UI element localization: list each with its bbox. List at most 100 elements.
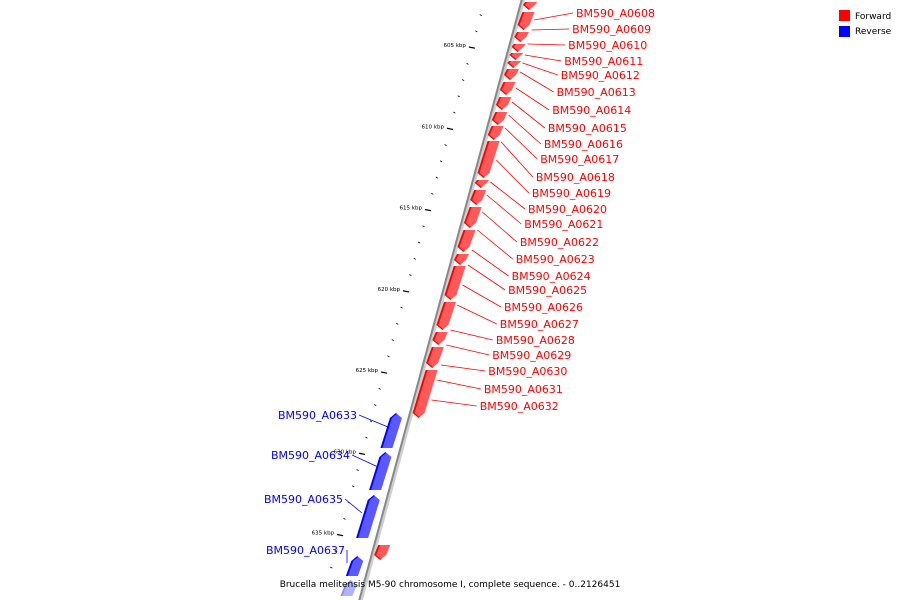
gene-label-reverse[interactable]: BM590_A0637 [266,544,345,557]
forward-gene-feature[interactable] [444,266,468,300]
forward-gene-feature[interactable] [509,53,526,60]
gene-label-forward[interactable]: BM590_A0615 [548,122,627,135]
minor-tick [365,436,368,439]
gene-label-forward[interactable]: BM590_A0618 [536,171,615,184]
forward-gene-feature[interactable] [499,82,518,95]
gene-label-reverse[interactable]: BM590_A0634 [271,449,350,462]
reverse-gene-feature[interactable] [356,495,382,538]
gene-label-forward[interactable]: BM590_A0623 [516,253,595,266]
reverse-gene-feature[interactable] [340,580,359,596]
gene-leader-line [446,344,490,356]
minor-tick [343,517,346,520]
gene-label-forward[interactable]: BM590_A0608 [576,7,655,20]
minor-tick [413,257,416,260]
forward-gene-feature[interactable] [495,97,514,110]
gene-label-forward[interactable]: BM590_A0622 [520,236,599,249]
map-caption: Brucella melitensis M5-90 chromosome I, … [280,580,621,590]
forward-gene-feature[interactable] [517,12,537,30]
minor-tick [466,62,469,65]
gene-arrow-body [463,207,482,228]
gene-leader-line [344,498,363,514]
forward-gene-feature[interactable] [426,347,446,368]
forward-gene-feature[interactable] [374,545,393,560]
major-tick [402,290,410,293]
gene-label-forward[interactable]: BM590_A0624 [512,270,591,283]
reverse-gene-feature[interactable] [369,452,394,490]
gene-arrow-body [412,370,438,418]
gene-arrow-shade [342,580,359,596]
gene-label-forward[interactable]: BM590_A0628 [496,334,575,347]
gene-label-forward[interactable]: BM590_A0619 [532,187,611,200]
forward-gene-feature[interactable] [511,44,528,52]
gene-arrow-shade [382,413,404,448]
forward-gene-feature[interactable] [436,302,458,330]
minor-tick [409,274,412,277]
gene-arrow-body [453,254,469,265]
minor-tick [431,192,434,195]
gene-label-forward[interactable]: BM590_A0627 [500,318,579,331]
gene-label-forward[interactable]: BM590_A0609 [572,23,651,36]
tick-label: 620 kbp [378,287,401,293]
tick-label: 625 kbp [356,368,379,374]
gene-label-forward[interactable]: BM590_A0621 [524,218,603,231]
gene-arrow-shade [513,44,528,52]
gene-arrow-body [369,452,392,490]
gene-leader-line [531,28,570,31]
gene-arrow-body [432,332,448,345]
forward-gene-feature[interactable] [507,61,524,68]
forward-gene-feature[interactable] [457,230,478,252]
gene-label-forward[interactable]: BM590_A0625 [508,284,587,297]
gene-label-forward[interactable]: BM590_A0611 [564,55,643,68]
forward-gene-feature[interactable] [474,180,491,188]
gene-label-reverse[interactable]: BM590_A0633 [278,409,357,422]
gene-arrow-shade [371,452,394,490]
gene-leader-line [436,379,481,390]
gene-label-forward[interactable]: BM590_A0610 [568,39,647,52]
gene-arrow-body [514,32,529,42]
reverse-gene-feature[interactable] [380,413,404,448]
gene-arrow-body [495,97,512,110]
gene-arrow-shade [524,2,540,10]
forward-gene-feature[interactable] [487,126,506,140]
gene-label-forward[interactable]: BM590_A0630 [488,365,567,378]
forward-gene-feature[interactable] [463,207,484,228]
gene-label-forward[interactable]: BM590_A0613 [557,86,636,99]
minor-tick [444,144,447,147]
gene-leader-line [524,54,562,62]
gene-label-forward[interactable]: BM590_A0626 [504,301,583,314]
forward-gene-feature[interactable] [477,141,502,178]
forward-gene-feature[interactable] [432,332,450,345]
gene-label-forward[interactable]: BM590_A0612 [561,69,640,82]
gene-arrow-body [504,69,519,80]
gene-leader-line [496,159,530,194]
gene-label-forward[interactable]: BM590_A0616 [544,138,623,151]
gene-leader-line [462,284,502,308]
gene-arrow-shade [501,82,518,95]
gene-leader-line [482,211,518,243]
gene-label-forward[interactable]: BM590_A0617 [540,153,619,166]
legend-swatch-reverse [839,26,850,37]
gene-label-reverse[interactable]: BM590_A0635 [264,493,343,506]
gene-arrow-shade [358,495,382,538]
forward-gene-feature[interactable] [522,2,540,10]
gene-label-forward[interactable]: BM590_A0620 [528,203,607,216]
gene-label-forward[interactable]: BM590_A0631 [484,383,563,396]
gene-arrow-shade [497,97,514,110]
gene-arrow-shade [428,347,446,368]
gene-arrow-shade [509,61,524,68]
forward-gene-feature[interactable] [453,254,471,265]
gene-arrow-shade [414,370,440,418]
reverse-gene-feature[interactable] [345,556,366,576]
gene-label-forward[interactable]: BM590_A0614 [552,104,631,117]
forward-gene-feature[interactable] [514,32,531,42]
gene-arrow-body [470,190,487,205]
forward-gene-feature[interactable] [491,112,510,125]
forward-gene-feature[interactable] [504,69,521,80]
forward-gene-feature[interactable] [412,370,440,418]
gene-label-forward[interactable]: BM590_A0632 [480,400,559,413]
gene-arrow-shade [472,190,489,205]
minor-tick [475,30,478,33]
forward-gene-feature[interactable] [470,190,489,205]
gene-leader-line [515,87,550,111]
gene-label-forward[interactable]: BM590_A0629 [492,349,571,362]
